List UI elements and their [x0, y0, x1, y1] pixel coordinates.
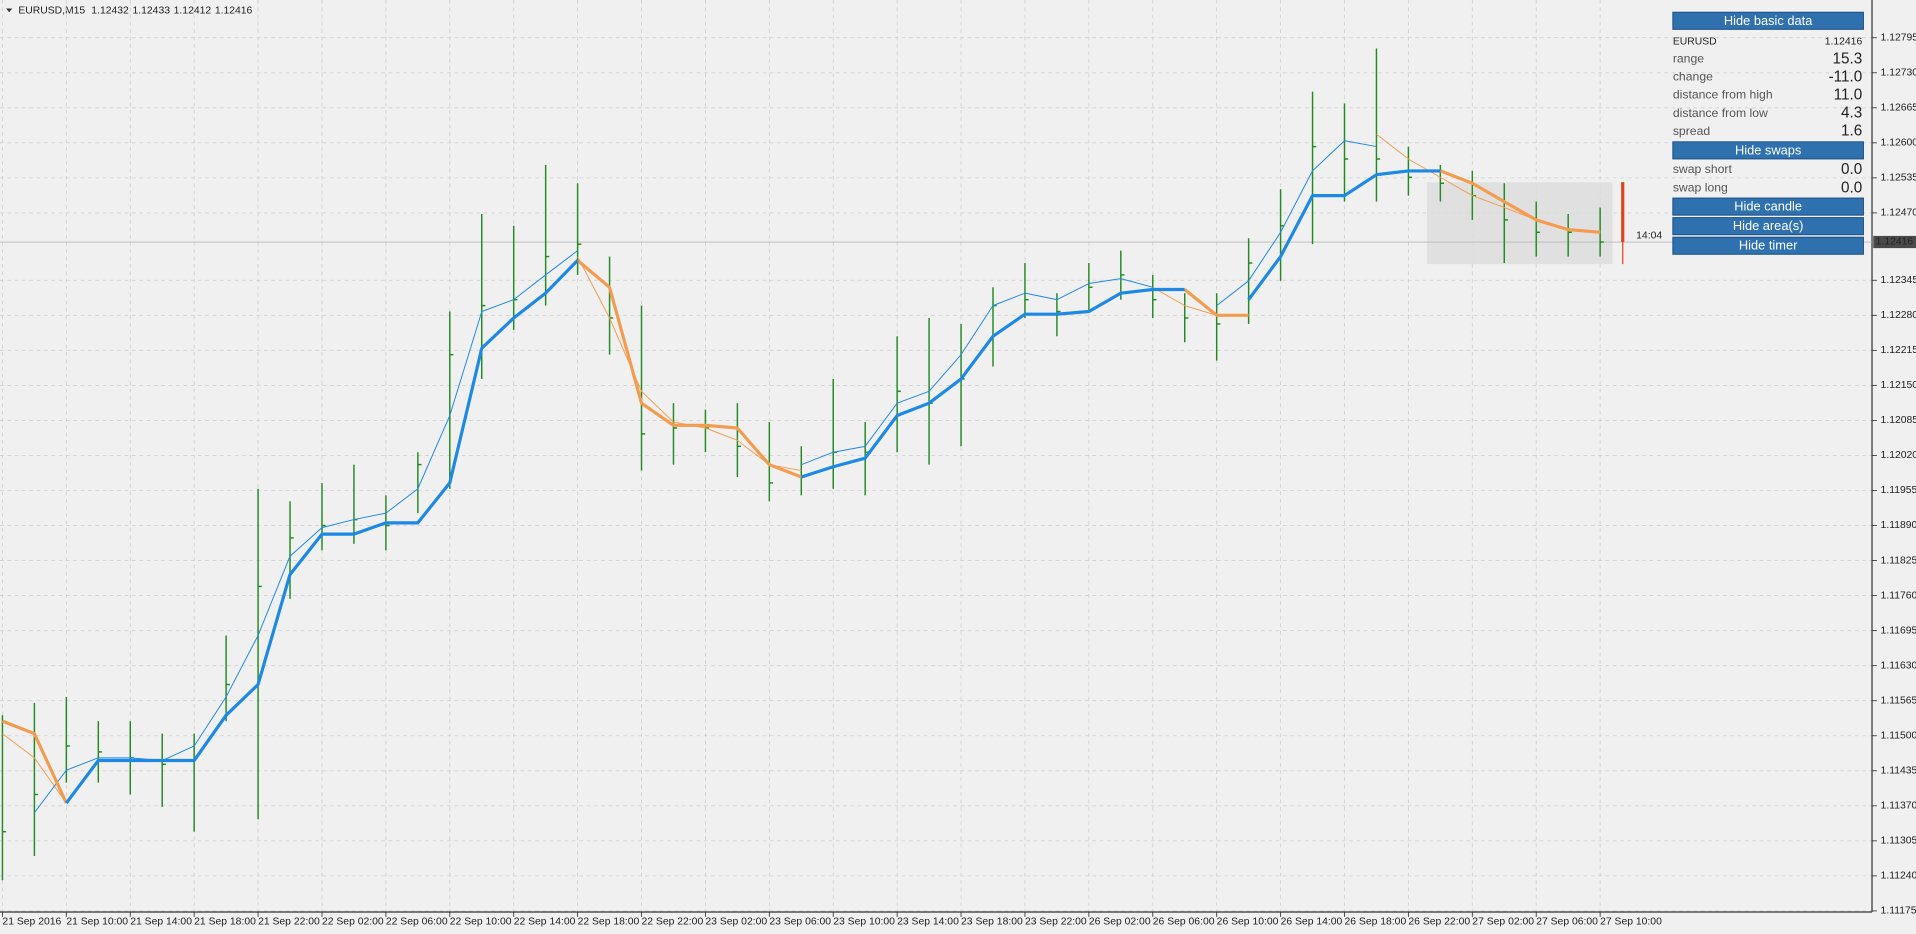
close-price: 1.12416 [215, 5, 253, 16]
last-price-box [1873, 235, 1916, 249]
last-price-label: 1.12416 [1876, 237, 1914, 248]
high-price: 1.12433 [132, 5, 170, 16]
timer: 14:04 [1636, 231, 1662, 242]
panel-value: 11.0 [1834, 87, 1863, 104]
y-tick-label: 1.12150 [1881, 380, 1916, 391]
button-face[interactable] [1672, 11, 1864, 30]
swap-label: swap short [1673, 162, 1733, 176]
indicator-line [33, 140, 1377, 814]
x-tick-label: 22 Sep 10:00 [450, 917, 512, 928]
y-tick-label: 1.11890 [1881, 520, 1916, 531]
x-tick-label: 22 Sep 22:00 [642, 917, 704, 928]
y-tick-label: 1.11305 [1881, 836, 1916, 847]
button-label[interactable]: Hide swaps [1735, 142, 1801, 157]
panel-button[interactable]: Hide swaps [1672, 141, 1864, 160]
button-label[interactable]: Hide candle [1734, 199, 1802, 214]
y-tick-label: 1.11955 [1881, 485, 1916, 496]
panel-symbol: EURUSD [1673, 36, 1717, 47]
swap-value: 0.0 [1841, 161, 1862, 178]
x-tick-label: 27 Sep 10:00 [1600, 917, 1662, 928]
y-tick-label: 1.11630 [1881, 660, 1916, 671]
indicator-line [65, 169, 1441, 805]
button-face[interactable] [1672, 141, 1864, 160]
indicator-line [1, 169, 1601, 804]
x-tick-label: 22 Sep 18:00 [578, 917, 640, 928]
y-tick-label: 1.11175 [1881, 906, 1916, 917]
x-tick-label: 21 Sep 14:00 [130, 917, 192, 928]
x-tick-label: 26 Sep 10:00 [1217, 917, 1279, 928]
x-tick-label: 23 Sep 18:00 [961, 917, 1023, 928]
panel-value: 1.6 [1841, 123, 1862, 140]
y-tick-label: 1.11760 [1881, 590, 1916, 601]
y-tick-label: 1.11435 [1881, 766, 1916, 777]
button-face[interactable] [1672, 236, 1864, 255]
panel-value: 15.3 [1833, 50, 1863, 67]
button-face[interactable] [1672, 217, 1864, 236]
y-tick-label: 1.11825 [1881, 555, 1916, 566]
panel-button[interactable]: Hide area(s) [1672, 217, 1864, 236]
swap-label: swap long [1673, 180, 1728, 194]
y-tick-label: 1.12600 [1881, 138, 1916, 149]
panel-button[interactable]: Hide timer [1672, 236, 1864, 255]
x-tick-label: 21 Sep 2016 [2, 917, 61, 928]
panel-button[interactable]: Hide basic data [1672, 11, 1864, 30]
button-face[interactable] [1672, 197, 1864, 216]
button-label[interactable]: Hide timer [1739, 238, 1798, 253]
panel-label: change [1673, 70, 1713, 84]
y-tick-label: 1.11240 [1881, 871, 1916, 882]
button-label[interactable]: Hide basic data [1724, 13, 1813, 28]
x-tick-label: 22 Sep 02:00 [322, 917, 384, 928]
x-tick-label: 23 Sep 06:00 [769, 917, 831, 928]
y-tick-label: 1.12345 [1881, 275, 1916, 286]
menu-icon[interactable] [6, 8, 13, 13]
button-label[interactable]: Hide area(s) [1733, 218, 1804, 233]
x-tick-label: 26 Sep 06:00 [1153, 917, 1215, 928]
y-tick-label: 1.12280 [1881, 310, 1916, 321]
panel-button[interactable]: Hide candle [1672, 197, 1864, 216]
symbol: EURUSD,M15 [18, 5, 85, 16]
panel-label: distance from low [1673, 106, 1768, 120]
x-tick-label: 26 Sep 18:00 [1344, 917, 1406, 928]
x-tick-label: 27 Sep 02:00 [1472, 917, 1534, 928]
y-tick-label: 1.12085 [1881, 415, 1916, 426]
y-tick-label: 1.12730 [1881, 67, 1916, 78]
y-tick-label: 1.11695 [1881, 625, 1916, 636]
panel-label: spread [1673, 124, 1711, 138]
x-tick-label: 21 Sep 22:00 [258, 917, 320, 928]
x-tick-label: 23 Sep 22:00 [1025, 917, 1087, 928]
x-tick-label: 23 Sep 10:00 [833, 917, 895, 928]
y-tick-label: 1.12795 [1881, 32, 1916, 43]
y-tick-label: 1.12215 [1881, 345, 1916, 356]
y-tick-label: 1.11500 [1881, 730, 1916, 741]
x-tick-label: 22 Sep 14:00 [514, 917, 576, 928]
x-tick-label: 26 Sep 02:00 [1089, 917, 1151, 928]
x-tick-label: 26 Sep 22:00 [1408, 917, 1470, 928]
price-area [1426, 182, 1613, 265]
x-tick-label: 23 Sep 14:00 [897, 917, 959, 928]
x-tick-label: 27 Sep 06:00 [1536, 917, 1598, 928]
x-tick-label: 26 Sep 14:00 [1281, 917, 1343, 928]
low-price: 1.12412 [174, 5, 212, 16]
y-tick-label: 1.12535 [1881, 173, 1916, 184]
x-tick-label: 22 Sep 06:00 [386, 917, 448, 928]
panel-label: range [1673, 52, 1704, 66]
y-tick-label: 1.12470 [1881, 208, 1916, 219]
swap-value: 0.0 [1841, 179, 1862, 196]
x-tick-label: 21 Sep 10:00 [66, 917, 128, 928]
panel-value: -11.0 [1829, 68, 1863, 85]
y-tick-label: 1.12665 [1881, 103, 1916, 114]
panel-price: 1.12416 [1825, 36, 1863, 47]
y-tick-label: 1.12020 [1881, 450, 1916, 461]
chart-header: EURUSD,M15 1.12432 1.12433 1.12412 1.12416 [18, 5, 252, 16]
y-tick-label: 1.11565 [1881, 695, 1916, 706]
x-tick-label: 23 Sep 02:00 [705, 917, 767, 928]
x-tick-label: 21 Sep 18:00 [194, 917, 256, 928]
panel-value: 4.3 [1841, 105, 1862, 122]
open-price: 1.12432 [91, 5, 129, 16]
y-tick-label: 1.11370 [1881, 801, 1916, 812]
panel-label: distance from high [1673, 88, 1773, 102]
